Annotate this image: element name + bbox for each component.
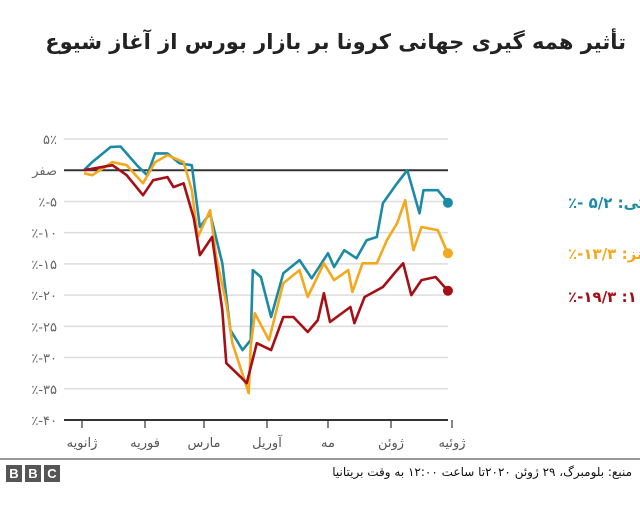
series-label-0: نیکی: ۵/۲ -٪ bbox=[568, 194, 640, 212]
y-tick-label: صفر bbox=[31, 164, 57, 179]
x-tick-label: ژوئیه bbox=[438, 436, 465, 451]
chart-title: تأثیر همه گیری جهانی کرونا بر بازار بورس… bbox=[45, 30, 626, 54]
series-line-1 bbox=[83, 153, 450, 395]
x-tick-label: آوریل bbox=[252, 434, 283, 451]
y-tick-label: ٪-۱۵ bbox=[31, 258, 57, 273]
y-tick-label: ٪-۲۰ bbox=[31, 289, 57, 304]
bbc-logo: B B C bbox=[6, 465, 60, 482]
footer-divider bbox=[0, 458, 640, 460]
bbc-logo-b1: B bbox=[6, 465, 22, 482]
x-tick-label: ژانویه bbox=[67, 436, 98, 451]
y-tick-label: ٪-۱۰ bbox=[31, 227, 57, 242]
y-tick-label: ٪-۳۵ bbox=[31, 383, 57, 398]
y-tick-label: ۵٪ bbox=[43, 133, 57, 148]
series-labels: نیکی: ۵/۲ -٪ داو جونز: ۱۳/۳-٪ فوتسی ۱۰۰: ۱… bbox=[568, 194, 640, 306]
series-line-2 bbox=[83, 163, 449, 385]
y-tick-label: ٪-۳۰ bbox=[31, 352, 57, 367]
x-tick-label: فوریه bbox=[130, 436, 160, 451]
y-tick-label: ٪-۵ bbox=[38, 195, 57, 210]
source-note: منبع: بلومبرگ، ۲۹ ژوئن ۲۰۲۰تا ساعت ۱۲:۰۰… bbox=[332, 465, 632, 479]
y-tick-label: ٪-۲۵ bbox=[31, 320, 57, 335]
x-axis-ticks: ژانویه فوریه مارس آوریل مه ژوئن ژوئیه bbox=[67, 420, 466, 451]
gridlines bbox=[64, 138, 448, 421]
x-tick-label: مه bbox=[321, 436, 335, 451]
bbc-logo-b2: B bbox=[25, 465, 41, 482]
y-axis-ticks: ۵٪ صفر ٪-۵ ٪-۱۰ ٪-۱۵ ٪-۲۰ ٪-۲۵ ٪-۳۰ ٪-۳۵ ٪-۴۰ bbox=[31, 133, 57, 429]
series-label-2: فوتسی ۱۰۰: ۱۹/۳-٪ bbox=[568, 288, 640, 306]
series-end-marker-0 bbox=[442, 197, 453, 208]
x-tick-label: ژوئن bbox=[378, 436, 404, 451]
series-lines bbox=[83, 145, 453, 395]
series-end-marker-1 bbox=[442, 248, 453, 259]
x-tick-label: مارس bbox=[187, 436, 220, 451]
series-label-1: داو جونز: ۱۳/۳-٪ bbox=[568, 245, 640, 263]
bbc-logo-c: C bbox=[44, 465, 60, 482]
series-end-marker-2 bbox=[442, 285, 453, 296]
y-tick-label: ٪-۴۰ bbox=[31, 414, 57, 429]
series-line-0 bbox=[83, 145, 449, 352]
